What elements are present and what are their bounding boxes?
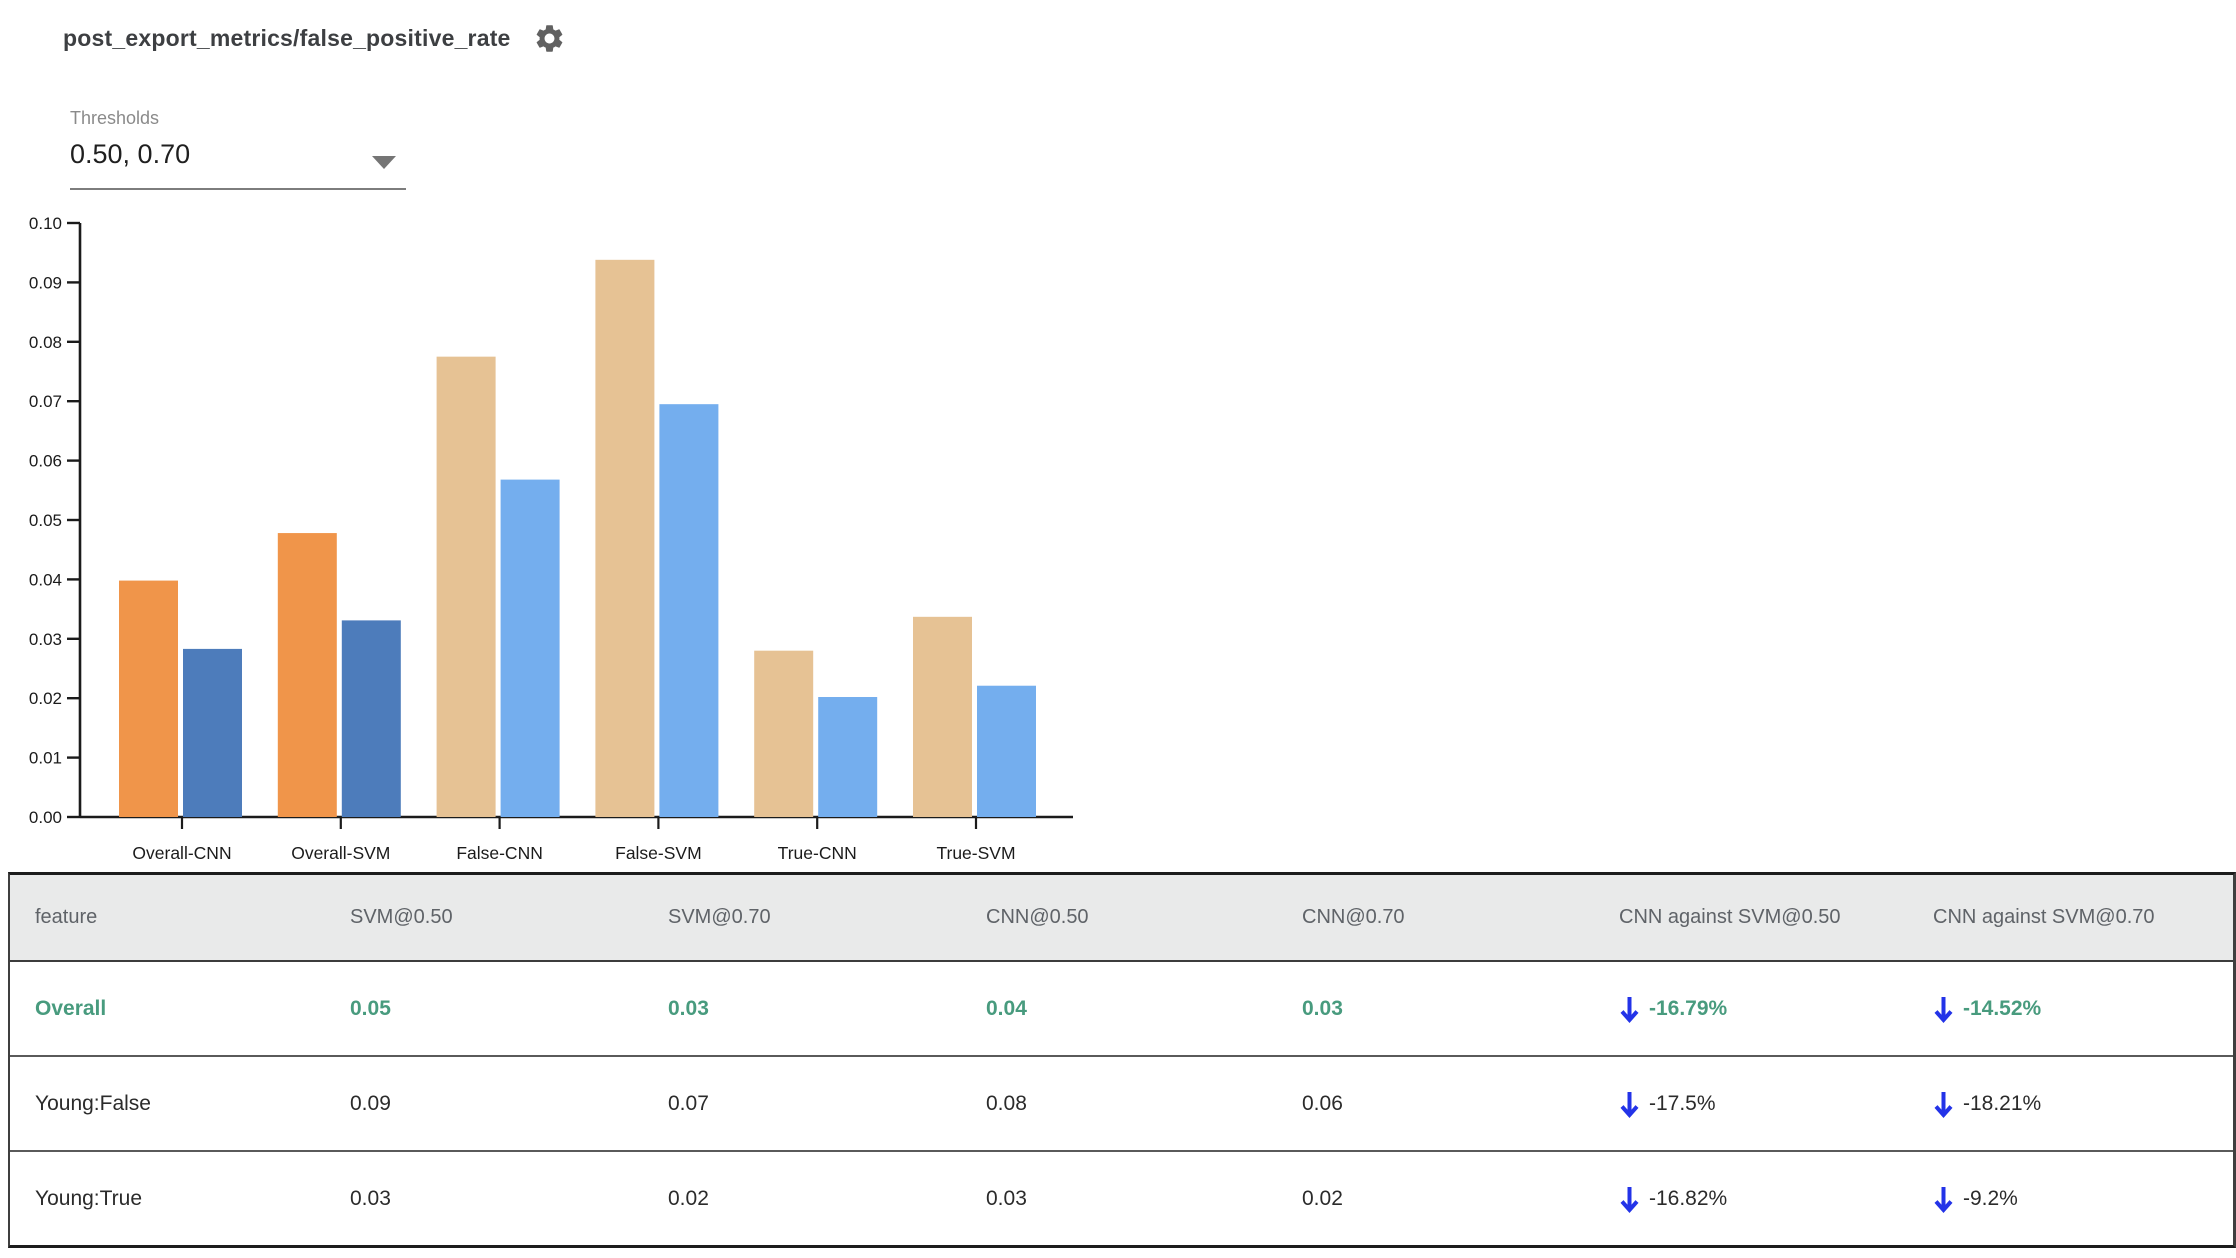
y-tick-label: 0.02 [29, 689, 62, 708]
y-tick-label: 0.05 [29, 511, 62, 530]
thresholds-value: 0.50, 0.70 [70, 139, 191, 169]
table-row-Overall[interactable]: Overall 0.05 0.03 0.04 0.03 -16.79% -14.52% [10, 962, 2233, 1055]
x-tick-label: False-SVM [615, 843, 702, 863]
y-tick-label: 0.07 [29, 392, 62, 411]
bar-False-CNN-@0.50 [436, 356, 496, 817]
y-tick-label: 0.00 [29, 808, 62, 827]
bar-True-CNN-@0.70 [818, 697, 878, 817]
column-header-6: CNN against SVM@0.70 [1933, 906, 2155, 928]
column-header-0: feature [35, 906, 98, 928]
x-tick-label: True-CNN [778, 843, 857, 863]
delta-value: -16.82% [1649, 1186, 1728, 1210]
value-cell-CNN@0.50: 0.03 [986, 1186, 1027, 1210]
value-cell-SVM@0.50: 0.05 [350, 996, 391, 1020]
delta-cell-CNN against SVM@0.50: -16.82% [1619, 1184, 1933, 1214]
bar-False-CNN-@0.70 [500, 479, 560, 817]
value-cell-CNN@0.50: 0.04 [986, 996, 1027, 1020]
delta-value: -18.21% [1963, 1091, 2042, 1115]
x-tick-label: False-CNN [456, 843, 543, 863]
column-header-1: SVM@0.50 [350, 906, 453, 928]
table-header-row: feature SVM@0.50 SVM@0.70 CNN@0.50 CNN@0.70 C… [10, 875, 2233, 962]
settings-gear-icon[interactable] [533, 22, 566, 55]
thresholds-label: Thresholds [70, 108, 160, 128]
down-arrow-icon [1934, 996, 1953, 1023]
value-cell-CNN@0.70: 0.03 [1302, 996, 1343, 1020]
delta-value: -9.2% [1963, 1186, 2018, 1210]
y-tick-label: 0.06 [29, 452, 62, 471]
down-arrow-icon [1620, 1091, 1639, 1118]
false-positive-rate-bar-chart: 0.00 0.01 0.02 0.03 0.04 0.05 0.06 0.07 0.08 0.09… [29, 214, 1073, 863]
feature-cell: Young:False [35, 1091, 151, 1115]
y-tick-label: 0.04 [29, 570, 62, 589]
down-arrow-icon [1934, 1091, 1953, 1118]
bar-Overall-CNN-@0.50 [119, 580, 178, 817]
dropdown-arrow-icon[interactable] [372, 156, 396, 169]
column-header-3: CNN@0.50 [986, 906, 1089, 928]
delta-cell-CNN against SVM@0.50: -16.79% [1619, 994, 1933, 1024]
x-tick-label: True-SVM [936, 843, 1015, 863]
y-tick-label: 0.10 [29, 214, 62, 233]
bar-False-SVM-@0.70 [659, 404, 719, 817]
page-title: post_export_metrics/false_positive_rate [63, 25, 511, 51]
bar-Overall-SVM-@0.70 [341, 620, 401, 817]
value-cell-SVM@0.70: 0.03 [668, 996, 709, 1020]
x-tick-label: Overall-CNN [132, 843, 231, 863]
select-underline [70, 188, 406, 190]
column-header-2: SVM@0.70 [668, 906, 771, 928]
thresholds-select[interactable]: Thresholds 0.50, 0.70 [70, 108, 406, 190]
table-body: Overall 0.05 0.03 0.04 0.03 -16.79% -14.52% You… [10, 962, 2233, 1245]
bar-False-SVM-@0.50 [595, 259, 655, 817]
feature-cell: Overall [35, 996, 107, 1020]
value-cell-SVM@0.50: 0.03 [350, 1186, 391, 1210]
delta-cell-CNN against SVM@0.50: -17.5% [1619, 1089, 1933, 1119]
down-arrow-icon [1620, 996, 1639, 1023]
bar-True-SVM-@0.70 [977, 685, 1036, 817]
feature-cell: Young:True [35, 1186, 143, 1210]
value-cell-SVM@0.50: 0.09 [350, 1091, 391, 1115]
delta-cell-CNN against SVM@0.70: -18.21% [1933, 1089, 2233, 1119]
x-tick-label: Overall-SVM [291, 843, 390, 863]
table-row-Young:False[interactable]: Young:False 0.09 0.07 0.08 0.06 -17.5% -18.21% [10, 1055, 2233, 1150]
metrics-table: feature SVM@0.50 SVM@0.70 CNN@0.50 CNN@0.70 C… [8, 872, 2236, 1248]
gear-icon [536, 25, 562, 52]
value-cell-SVM@0.70: 0.02 [668, 1186, 709, 1210]
bar-True-CNN-@0.50 [754, 650, 814, 817]
y-tick-label: 0.01 [29, 749, 62, 768]
column-header-5: CNN against SVM@0.50 [1619, 906, 1841, 928]
value-cell-CNN@0.70: 0.02 [1302, 1186, 1343, 1210]
down-arrow-icon [1934, 1186, 1953, 1213]
y-tick-label: 0.03 [29, 630, 62, 649]
delta-cell-CNN against SVM@0.70: -14.52% [1933, 994, 2233, 1024]
widget-header: post_export_metrics/false_positive_rate [63, 22, 566, 55]
y-tick-label: 0.08 [29, 333, 62, 352]
bar-True-SVM-@0.50 [913, 616, 972, 817]
value-cell-CNN@0.70: 0.06 [1302, 1091, 1343, 1115]
column-header-4: CNN@0.70 [1302, 906, 1405, 928]
delta-cell-CNN against SVM@0.70: -9.2% [1933, 1184, 2233, 1214]
delta-value: -14.52% [1963, 996, 2042, 1020]
delta-value: -17.5% [1649, 1091, 1716, 1115]
value-cell-CNN@0.50: 0.08 [986, 1091, 1027, 1115]
table-row-Young:True[interactable]: Young:True 0.03 0.02 0.03 0.02 -16.82% -9.2% [10, 1150, 2233, 1245]
delta-value: -16.79% [1649, 996, 1728, 1020]
value-cell-SVM@0.70: 0.07 [668, 1091, 709, 1115]
bar-Overall-CNN-@0.70 [183, 648, 242, 817]
y-tick-label: 0.09 [29, 273, 62, 292]
down-arrow-icon [1620, 1186, 1639, 1213]
bar-Overall-SVM-@0.50 [277, 533, 337, 817]
